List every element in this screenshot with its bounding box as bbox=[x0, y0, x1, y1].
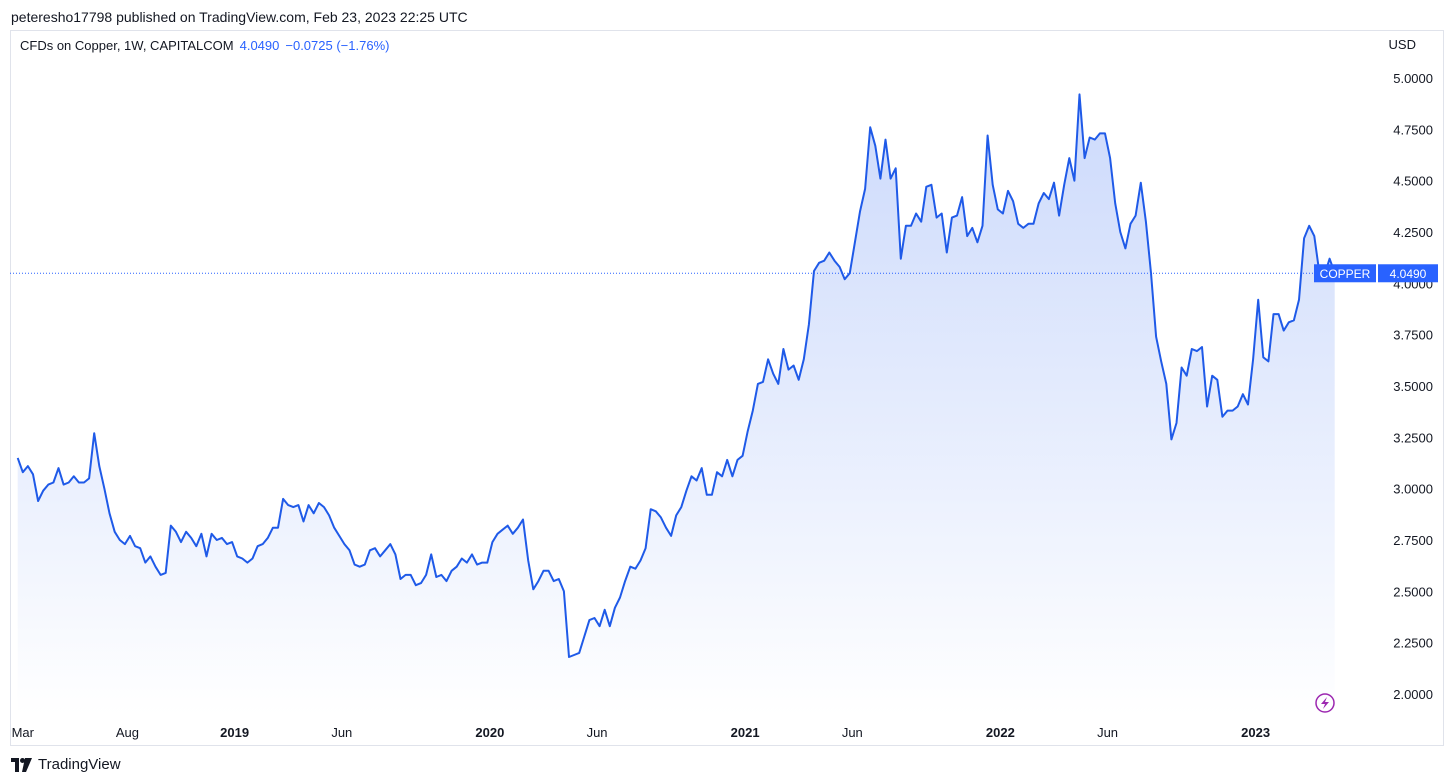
x-tick-label: Jun bbox=[587, 725, 608, 740]
x-tick-label: Mar bbox=[12, 725, 35, 740]
y-tick-label: 2.2500 bbox=[1393, 636, 1433, 651]
footer-brand[interactable]: TradingView bbox=[11, 756, 121, 773]
brand-name: TradingView bbox=[38, 756, 121, 773]
y-tick-label: 3.0000 bbox=[1393, 482, 1433, 497]
y-tick-label: 2.0000 bbox=[1393, 687, 1433, 702]
x-tick-label: Jun bbox=[1097, 725, 1118, 740]
x-tick-label: 2021 bbox=[731, 725, 760, 740]
tradingview-logo-icon bbox=[11, 758, 32, 772]
y-tick-label: 2.7500 bbox=[1393, 533, 1433, 548]
y-tick-label: 4.5000 bbox=[1393, 174, 1433, 189]
x-tick-label: Aug bbox=[116, 725, 139, 740]
symbol-badge-label: COPPER bbox=[1320, 267, 1371, 281]
x-tick-label: 2022 bbox=[986, 725, 1015, 740]
x-tick-label: 2023 bbox=[1241, 725, 1270, 740]
y-tick-label: 4.7500 bbox=[1393, 122, 1433, 137]
x-tick-label: 2019 bbox=[220, 725, 249, 740]
price-area-fill bbox=[18, 94, 1335, 715]
y-tick-label: 4.2500 bbox=[1393, 225, 1433, 240]
x-tick-label: 2020 bbox=[475, 725, 504, 740]
y-tick-label: 5.0000 bbox=[1393, 71, 1433, 86]
last-price-badge-value: 4.0490 bbox=[1390, 267, 1427, 281]
y-tick-label: 3.7500 bbox=[1393, 328, 1433, 343]
x-tick-label: Jun bbox=[331, 725, 352, 740]
y-tick-label: 2.5000 bbox=[1393, 584, 1433, 599]
y-tick-label: 3.2500 bbox=[1393, 430, 1433, 445]
y-tick-label: 3.5000 bbox=[1393, 379, 1433, 394]
x-tick-label: Jun bbox=[842, 725, 863, 740]
